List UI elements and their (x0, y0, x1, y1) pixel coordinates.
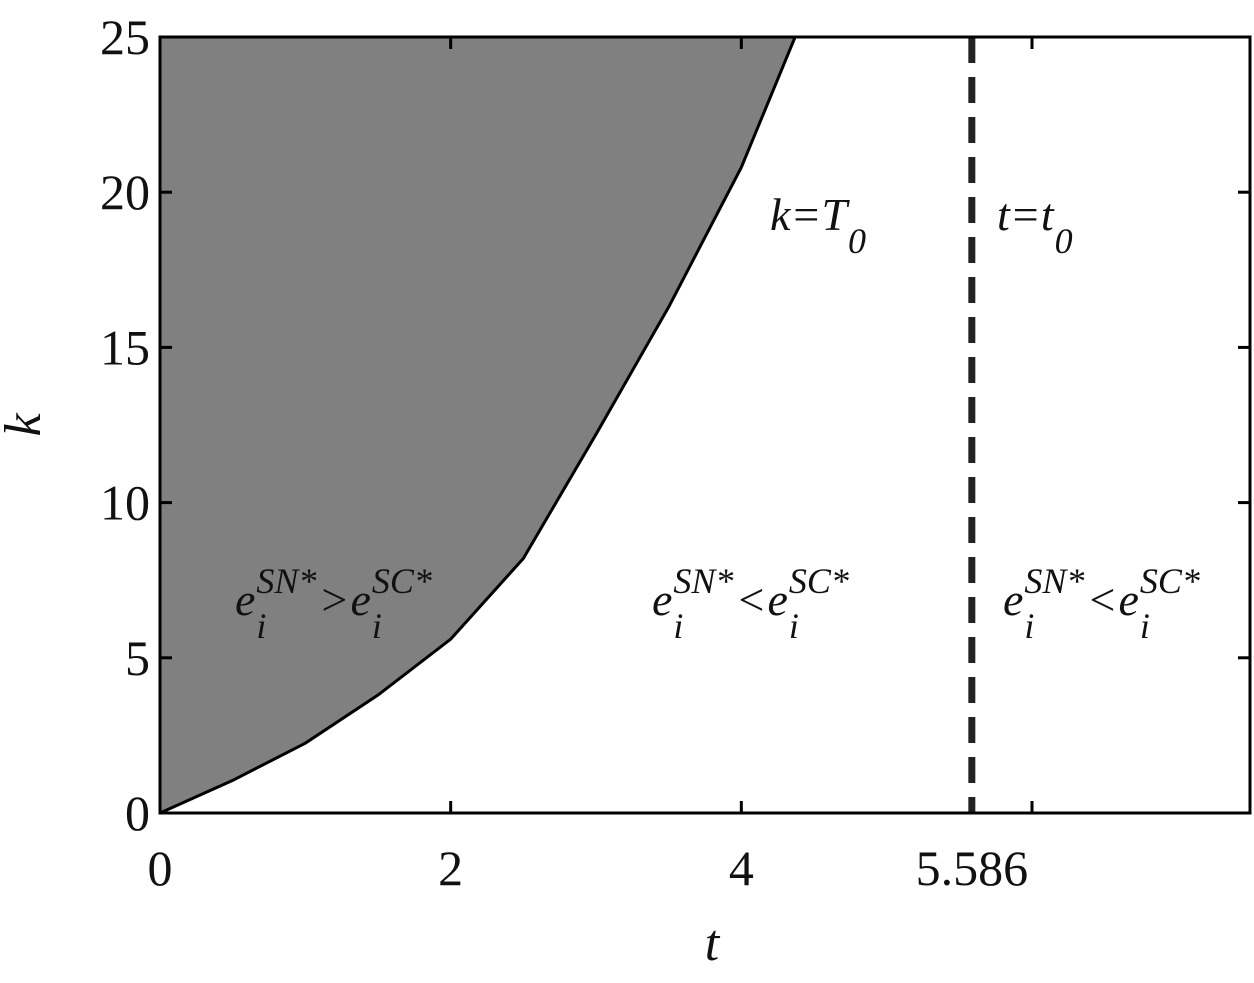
annotation-sub: i (256, 606, 266, 646)
annotation-sub: i (372, 606, 382, 646)
annotation: t=t (997, 189, 1055, 240)
annotation-sub: i (1140, 606, 1150, 646)
annotation-sub: i (789, 606, 799, 646)
annotation: > (318, 574, 349, 625)
annotation: e (652, 574, 672, 625)
plot-frame (158, 35, 1252, 815)
boundary-curve (159, 36, 797, 815)
annotation-sup: SN* (1024, 561, 1084, 601)
annotation: < (1086, 574, 1117, 625)
annotation: e (767, 574, 787, 625)
annotation-sup: SN* (673, 561, 733, 601)
x-tick-label: 4 (729, 840, 754, 896)
annotation-sup: SC* (372, 561, 432, 601)
annotation-sup: SN* (256, 561, 316, 601)
annotation: e (1118, 574, 1138, 625)
shaded-region (160, 37, 796, 813)
y-axis-label: k (0, 413, 52, 437)
x-tick-label: 2 (438, 840, 463, 896)
y-tick-label: 10 (100, 475, 150, 531)
y-tick-label: 15 (100, 319, 150, 375)
y-tick-label: 20 (100, 164, 150, 220)
annotation-sub: i (673, 606, 683, 646)
annotation-sub: 0 (1055, 221, 1073, 261)
annotation-sup: SC* (789, 561, 849, 601)
annotation: e (350, 574, 370, 625)
annotation-sup: SC* (1140, 561, 1200, 601)
x-axis-label: t (705, 915, 721, 972)
annotation: < (735, 574, 766, 625)
x-tick-label: 0 (148, 840, 173, 896)
y-tick-label: 0 (125, 785, 150, 841)
annotation: e (1003, 574, 1023, 625)
annotation: k=T (770, 189, 850, 240)
annotation: e (235, 574, 255, 625)
y-tick-label: 25 (100, 9, 150, 65)
annotation-sub: 0 (848, 221, 866, 261)
annotation-sub: i (1024, 606, 1034, 646)
x-tick-label: 5.586 (916, 840, 1029, 896)
y-tick-label: 5 (125, 630, 150, 686)
